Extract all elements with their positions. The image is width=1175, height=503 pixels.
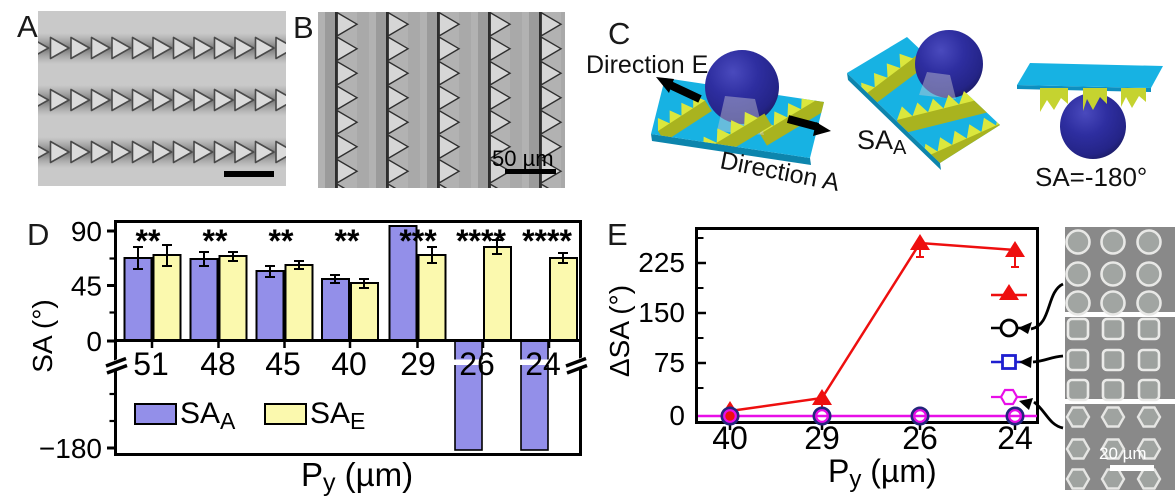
svg-text:50 µm: 50 µm (492, 146, 554, 171)
svg-text:Py (µm): Py (µm) (301, 456, 413, 497)
svg-text:29: 29 (804, 420, 840, 456)
svg-text:75: 75 (654, 347, 685, 378)
svg-text:****: **** (456, 223, 506, 259)
svg-text:SAA: SAA (857, 125, 907, 159)
svg-text:150: 150 (638, 297, 685, 328)
svg-text:SAE: SAE (310, 397, 365, 434)
svg-text:29: 29 (400, 346, 436, 382)
svg-text:SAA: SAA (180, 397, 236, 434)
svg-text:90: 90 (71, 216, 102, 247)
svg-text:0: 0 (86, 326, 102, 357)
svg-text:48: 48 (200, 346, 236, 382)
svg-text:D: D (27, 217, 49, 252)
svg-text:Direction E: Direction E (586, 51, 708, 79)
svg-text:**: ** (203, 223, 228, 259)
svg-text:B: B (293, 10, 314, 45)
svg-text:**: ** (269, 223, 294, 259)
svg-text:45: 45 (71, 271, 102, 302)
svg-text:24: 24 (997, 420, 1033, 456)
svg-text:45: 45 (265, 346, 301, 382)
svg-text:SA (°): SA (°) (27, 299, 58, 372)
svg-text:225: 225 (638, 247, 685, 278)
svg-text:40: 40 (712, 420, 748, 456)
svg-text:ΔSA (°): ΔSA (°) (604, 285, 635, 377)
svg-text:−180: −180 (39, 433, 102, 464)
svg-text:26: 26 (902, 420, 938, 456)
svg-text:Py (µm): Py (µm) (828, 453, 937, 493)
svg-text:****: **** (522, 223, 572, 259)
svg-text:C: C (608, 16, 630, 51)
svg-text:0: 0 (669, 400, 685, 431)
svg-text:***: *** (399, 223, 437, 259)
svg-text:A: A (17, 9, 38, 44)
svg-text:E: E (607, 217, 628, 252)
svg-text:**: ** (136, 223, 161, 259)
svg-text:40: 40 (331, 346, 367, 382)
svg-text:20 µm: 20 µm (1099, 444, 1147, 463)
svg-text:SA=-180°: SA=-180° (1035, 162, 1147, 192)
svg-text:26: 26 (459, 346, 495, 382)
svg-text:**: ** (335, 223, 360, 259)
svg-text:51: 51 (133, 346, 169, 382)
svg-text:24: 24 (525, 346, 561, 382)
